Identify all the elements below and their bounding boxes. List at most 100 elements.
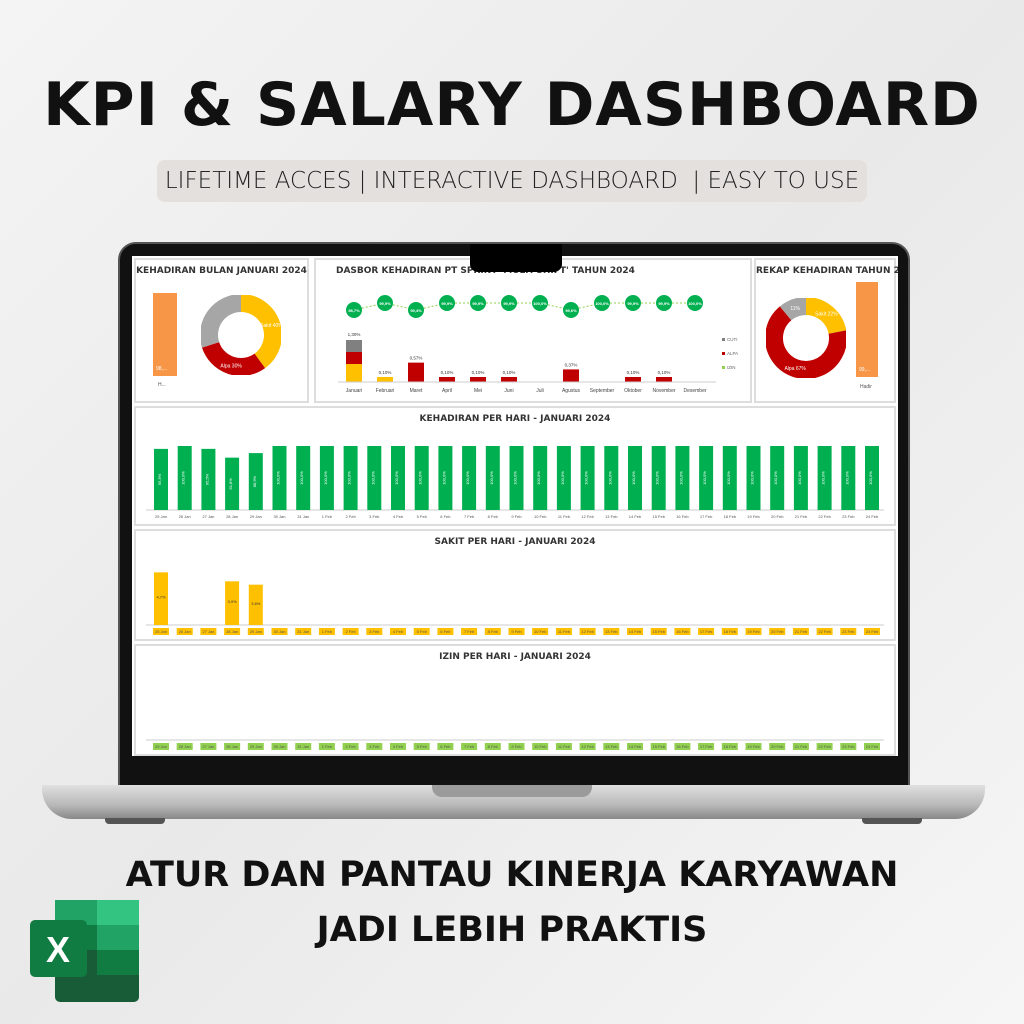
month-label: Maret [410,388,423,394]
day-label: 17 Feb [700,744,713,749]
day-label-box [247,628,264,635]
day-label: 6 Feb [440,629,451,634]
day-bar [580,446,595,510]
dashboard-screen: KEHADIRAN BULAN JANUARI 2024 98,... H...… [132,256,898,756]
day-label-box [864,743,880,750]
donut-slice [805,298,846,335]
bar-value-label: 100,0% [726,471,731,485]
day-label: 21 Feb [795,744,808,749]
day-label: 15 Feb [652,744,665,749]
day-label: 21 Feb [795,629,808,634]
bar-value-label: 100,0% [821,471,826,485]
day-label: 31 Jan [297,744,309,749]
day-label: 5 Feb [417,514,428,519]
day-bar [414,446,429,510]
day-label: 18 Feb [724,514,737,519]
day-label: 14 Feb [629,744,642,749]
day-label: 22 Feb [818,629,831,634]
day-bar [865,446,879,510]
hadir-label: 100,0% [533,301,547,306]
day-label: 5 Feb [417,629,428,634]
absence-label: 0,57% [410,356,423,361]
day-label: 4 Feb [393,744,404,749]
excel-logo-icon: X [30,900,139,1002]
day-label-box [413,743,430,750]
bar-value-label: 100,0% [797,471,802,485]
absence-label: 1,30% [348,332,361,337]
daily-sick-chart: 4,7% 25 Jan 26 Jan 27 Jan 3,9% 28 Jan 3,6% 29 J… [146,572,884,635]
month-label: Agustus [562,388,581,394]
donut-slice [240,295,281,369]
legend-label: CUTI [727,337,738,342]
day-label-box [390,628,406,635]
day-label-box [224,743,241,750]
laptop-foot [105,818,165,824]
day-bar [722,446,737,510]
donut-slice [779,298,807,321]
day-label-box [603,743,620,750]
day-bar [154,572,168,625]
donut-chart-month: Sakit 40% Alpa 30% [201,295,281,375]
day-bar [177,446,192,510]
day-label: 26 Jan [179,744,191,749]
hadir-label: 99,9% [658,301,670,306]
day-label: 10 Feb [534,744,547,749]
day-bar [248,584,263,625]
day-label: 13 Feb [605,514,618,519]
bar-value-label: 100,0% [181,471,186,485]
daily-attendance-chart: 95,5% 25 Jan 100,0% 26 Jan 95,5% 27 Jan 81,8% 2… [146,446,884,519]
bar-value-label: 3,6% [251,601,261,606]
bar-value-label: 100,0% [370,471,375,485]
day-label: 11 Feb [558,744,571,749]
laptop-base [42,785,985,819]
day-label: 23 Feb [842,744,855,749]
day-bar [225,581,240,625]
bar-value-label: 100,0% [631,471,636,485]
day-label: 23 Feb [842,514,855,519]
day-label: 4 Feb [393,629,404,634]
day-label-box [532,628,549,635]
bar-sakit [346,364,362,382]
slice-label: Alpa 67% [784,366,806,372]
day-bar [438,446,453,510]
bar-value-label: 100,0% [868,471,873,485]
donut-slice [202,341,266,375]
day-label: 30 Jan [273,629,285,634]
day-label: 17 Feb [700,514,713,519]
panel-yearly-recap: REKAP KEHADIRAN TAHUN 2024 Sakit 22% Alpa… [754,258,898,403]
day-label: 20 Feb [771,514,784,519]
day-label: 12 Feb [581,514,594,519]
day-label-box [153,743,169,750]
day-label-box [816,743,833,750]
day-bar [651,446,666,510]
panel-yearly-dashboard: DASBOR KEHADIRAN PT SPRINT 'MULTI SHIFT'… [314,258,752,403]
bar-value-label: 100,0% [536,471,541,485]
bar-value-label: 100,0% [773,471,778,485]
day-label-box [840,743,857,750]
day-label: 28 Jan [226,629,238,634]
hadir-label: 98,7% [348,308,360,313]
month-label: Juli [536,388,544,394]
bar-value-label: 100,0% [513,471,518,485]
day-label: 7 Feb [464,744,475,749]
donut-slice [766,306,846,378]
bar-value-label: 100,0% [844,471,849,485]
day-bar [272,446,287,510]
day-label-box [769,743,786,750]
hadir-marker [625,295,641,311]
bar-value-label: 100,0% [750,471,755,485]
day-label: 21 Feb [795,514,808,519]
day-label: 23 Feb [842,629,855,634]
day-label: 8 Feb [488,744,499,749]
donut-slice [201,295,242,348]
day-bar [628,446,642,510]
day-label: 27 Jan [202,744,214,749]
day-bar [793,446,808,510]
day-label: 18 Feb [724,629,737,634]
day-label: 3 Feb [369,629,380,634]
hadir-bar: 99,... [856,282,878,377]
bar-value-label: 100,0% [418,471,423,485]
bar-value-label: 95,5% [204,473,209,485]
bar-value-label: 100,0% [276,471,281,485]
day-label: 12 Feb [581,744,594,749]
